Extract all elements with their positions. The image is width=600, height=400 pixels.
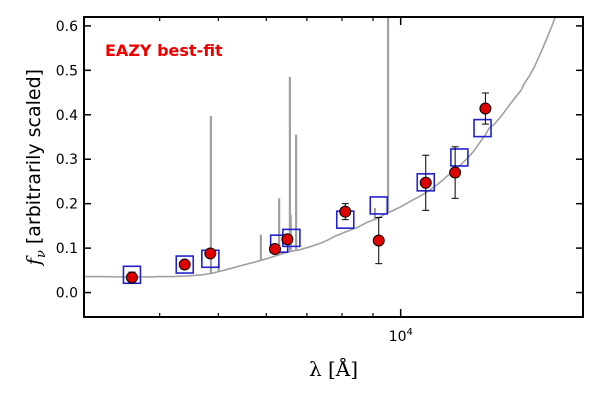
y-tick-label: 0.1 [56, 241, 78, 257]
y-tick-label: 0.3 [56, 152, 78, 168]
plot-layer [84, 17, 557, 285]
y-tick-label: 0.6 [56, 19, 78, 35]
plot-frame [83, 16, 584, 318]
y-tick-label: 0.0 [56, 286, 78, 302]
observed-flux-point [204, 247, 217, 260]
y-tick-label: 0.2 [56, 197, 78, 213]
model-flux-square [175, 255, 195, 274]
tick-layer: 0.0 0.1 0.2 0.3 0.4 0.5 0.6 [56, 17, 584, 317]
observed-flux-point [268, 243, 281, 255]
x-tick-label-10e4: 104 [389, 327, 413, 345]
x-axis-label: λ [Å] [309, 356, 358, 381]
observed-flux-point [372, 234, 385, 247]
observed-flux-point [479, 102, 492, 115]
observed-flux-point [449, 166, 462, 179]
model-flux-square [450, 148, 469, 167]
eazy-best-fit-annotation: EAZY best-fit [105, 41, 223, 60]
y-tick-label: 0.5 [56, 63, 78, 79]
model-flux-square [369, 196, 389, 215]
observed-flux-point [125, 271, 138, 284]
y-tick-label: 0.4 [56, 108, 78, 124]
observed-flux-point [281, 233, 294, 246]
model-flux-square [473, 118, 492, 138]
observed-flux-point [339, 205, 352, 218]
observed-flux-point [419, 176, 432, 189]
y-axis-label: fν[arbitrarily scaled] [23, 69, 49, 267]
observed-flux-point [178, 258, 191, 271]
